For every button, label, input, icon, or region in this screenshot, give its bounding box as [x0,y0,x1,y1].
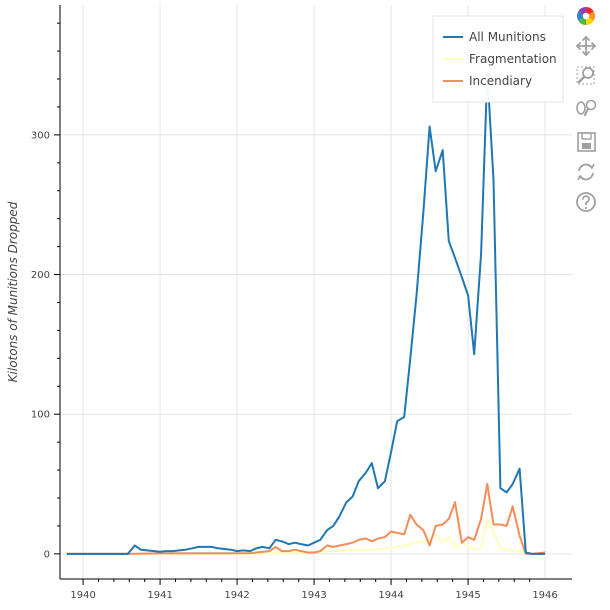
pan-icon[interactable] [571,34,600,58]
x-tick-label-5: 1945 [455,590,480,601]
box-zoom-icon[interactable] [574,64,600,88]
y-tick-label-3: 300 [31,130,50,141]
legend: All Munitions Fragmentation Incendiary [432,15,564,103]
y-axis-label: Kilotons of Munitions Dropped [6,201,20,382]
x-tick-label-4: 1944 [378,590,403,601]
x-tick-label-2: 1942 [224,590,249,601]
bokeh-logo-icon[interactable] [574,4,600,28]
x-tick-label-1: 1941 [147,590,172,601]
x-tick-label-6: 1946 [532,590,557,601]
y-tick-label-2: 200 [31,270,50,281]
y-tick-label-1: 100 [31,410,50,421]
reset-icon[interactable] [574,160,600,184]
wheel-zoom-icon[interactable] [574,96,600,120]
legend-label-all-munitions: All Munitions [469,30,546,44]
save-icon[interactable] [574,130,600,154]
legend-label-incendiary: Incendiary [469,74,532,88]
series-line-all-munitions [66,71,546,555]
help-icon[interactable] [574,190,600,214]
x-tick-label-3: 1943 [301,590,326,601]
series-line-fragmentation [66,517,546,555]
series-line-incendiary [66,483,546,555]
legend-label-fragmentation: Fragmentation [469,52,557,66]
axes: 1940 1941 1942 1943 1944 1945 1946 0 100 200 300 [31,5,572,601]
x-tick-label-0: 1940 [70,590,95,601]
y-tick-label-0: 0 [44,549,50,560]
series-layer [66,71,546,555]
